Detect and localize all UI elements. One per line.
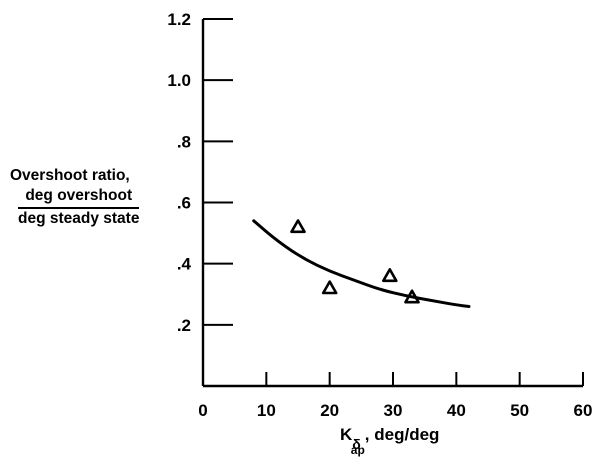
y-tick-label: .2 xyxy=(177,316,191,335)
x-tick-label: 40 xyxy=(447,401,466,420)
y-tick-label: 1.0 xyxy=(167,71,191,90)
data-point-triangle xyxy=(383,269,396,280)
data-point-triangle xyxy=(292,221,305,232)
x-tick-label: 0 xyxy=(198,401,207,420)
y-tick-label: .4 xyxy=(177,255,192,274)
y-tick-label: .6 xyxy=(177,194,191,213)
data-marks xyxy=(254,221,469,307)
fit-curve xyxy=(254,221,469,307)
y-axis-label-denominator: deg steady state xyxy=(18,209,139,229)
x-axis-label-symbol: K xyxy=(340,425,352,444)
x-axis-label-subsubscript: ap xyxy=(351,443,365,457)
x-axis-label: Kδap, deg/deg xyxy=(340,425,439,445)
x-axis-label-units: , deg/deg xyxy=(365,425,440,444)
y-axis-label: Overshoot ratio, deg overshoot deg stead… xyxy=(10,166,175,229)
y-axis-label-line1: Overshoot ratio, xyxy=(10,166,175,186)
y-axis-label-numerator: deg overshoot xyxy=(18,186,139,209)
x-tick-label: 50 xyxy=(510,401,529,420)
x-tick-label: 30 xyxy=(384,401,403,420)
x-tick-label: 10 xyxy=(257,401,276,420)
y-tick-label: .8 xyxy=(177,132,191,151)
x-tick-label: 60 xyxy=(574,401,593,420)
ticks xyxy=(203,19,583,386)
y-tick-label: 1.2 xyxy=(167,10,191,29)
x-tick-label: 20 xyxy=(320,401,339,420)
y-axis-label-fraction: deg overshoot deg steady state xyxy=(18,186,139,229)
axes xyxy=(203,19,583,386)
tick-labels: .2 .4 .6 .8 1.0 1.2 0 10 20 30 40 50 60 xyxy=(167,10,592,420)
data-point-triangle xyxy=(323,282,336,293)
